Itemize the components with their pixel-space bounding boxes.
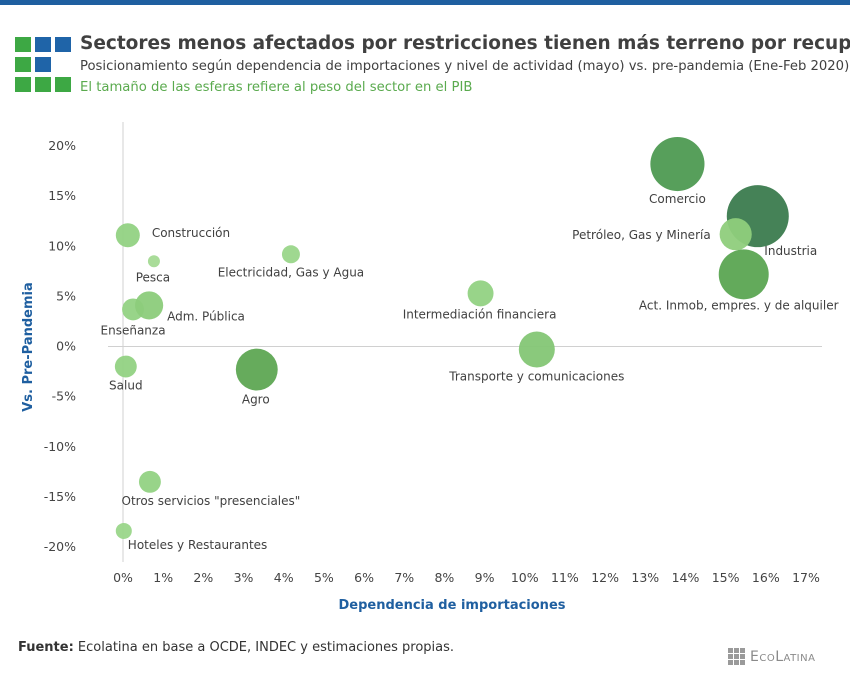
y-tick-label: 0% <box>56 339 76 354</box>
x-tick-label: 10% <box>511 570 539 585</box>
x-axis-title: Dependencia de importaciones <box>338 598 565 613</box>
bubble-label: Petróleo, Gas y Minería <box>572 228 711 242</box>
bubble-label: Adm. Pública <box>167 309 245 323</box>
y-tick-label: 10% <box>48 238 76 253</box>
bubble-label: Act. Inmob, empres. y de alquiler <box>639 298 839 312</box>
bubble <box>115 522 132 539</box>
x-tick-label: 16% <box>752 570 780 585</box>
x-tick-label: 9% <box>475 570 495 585</box>
x-tick-label: 8% <box>434 570 454 585</box>
x-tick-label: 17% <box>792 570 820 585</box>
bubble <box>138 470 161 493</box>
x-tick-label: 2% <box>193 570 213 585</box>
y-tick-label: 5% <box>56 288 76 303</box>
bubble <box>467 280 494 307</box>
y-tick-label: -10% <box>44 439 76 454</box>
bubble-label: Industria <box>764 244 817 258</box>
bubble-label: Hoteles y Restaurantes <box>128 538 267 552</box>
brand-grid-icon <box>728 648 745 665</box>
brand-logo: EcoLatina <box>728 648 815 665</box>
bubble <box>235 348 278 391</box>
x-tick-label: 0% <box>113 570 133 585</box>
y-tick-label: 15% <box>48 188 76 203</box>
chart-note: El tamaño de las esferas refiere al peso… <box>80 80 473 95</box>
bubble-label: Otros servicios "presenciales" <box>122 494 301 508</box>
bubble <box>135 291 164 320</box>
x-tick-label: 15% <box>712 570 740 585</box>
bubble <box>518 331 555 368</box>
chart-title: Sectores menos afectados por restriccion… <box>80 33 850 54</box>
bubble <box>718 249 769 300</box>
ecolatina-logo-icon <box>15 37 73 93</box>
bubble-label: Construcción <box>152 226 230 240</box>
chart-subtitle: Posicionamiento según dependencia de imp… <box>80 59 850 74</box>
x-tick-label: 11% <box>551 570 579 585</box>
y-tick-label: -20% <box>44 539 76 554</box>
bubble <box>650 136 705 192</box>
y-tick-label: -5% <box>52 389 76 404</box>
y-tick-label: 20% <box>48 138 76 153</box>
bubble-label: Salud <box>109 379 143 393</box>
x-tick-label: 4% <box>274 570 294 585</box>
bubble-label: Enseñanza <box>101 323 166 337</box>
source-label: Fuente: <box>18 640 74 655</box>
y-axis-title: Vs. Pre-Pandemia <box>21 282 36 412</box>
x-tick-label: 3% <box>234 570 254 585</box>
bubble <box>115 223 140 248</box>
top-bar <box>0 0 850 5</box>
x-tick-label: 6% <box>354 570 374 585</box>
source-note: Fuente: Ecolatina en base a OCDE, INDEC … <box>18 640 454 655</box>
bubble <box>719 218 752 251</box>
bubble <box>281 245 300 264</box>
bubble-label: Pesca <box>136 270 170 284</box>
bubble <box>114 355 137 378</box>
x-tick-label: 12% <box>591 570 619 585</box>
x-tick-label: 1% <box>153 570 173 585</box>
bubble-label: Comercio <box>649 192 706 206</box>
bubble <box>147 255 160 268</box>
bubble-label: Agro <box>242 393 270 407</box>
brand-name: EcoLatina <box>750 648 816 665</box>
x-tick-label: 5% <box>314 570 334 585</box>
bubble-label: Electricidad, Gas y Agua <box>218 265 364 279</box>
bubble-label: Transporte y comunicaciones <box>448 370 624 384</box>
x-tick-label: 13% <box>631 570 659 585</box>
x-tick-label: 7% <box>394 570 414 585</box>
source-text: Ecolatina en base a OCDE, INDEC y estima… <box>73 640 455 655</box>
y-tick-label: -15% <box>44 489 76 504</box>
x-tick-label: 14% <box>672 570 700 585</box>
bubble-label: Intermediación financiera <box>403 307 557 321</box>
